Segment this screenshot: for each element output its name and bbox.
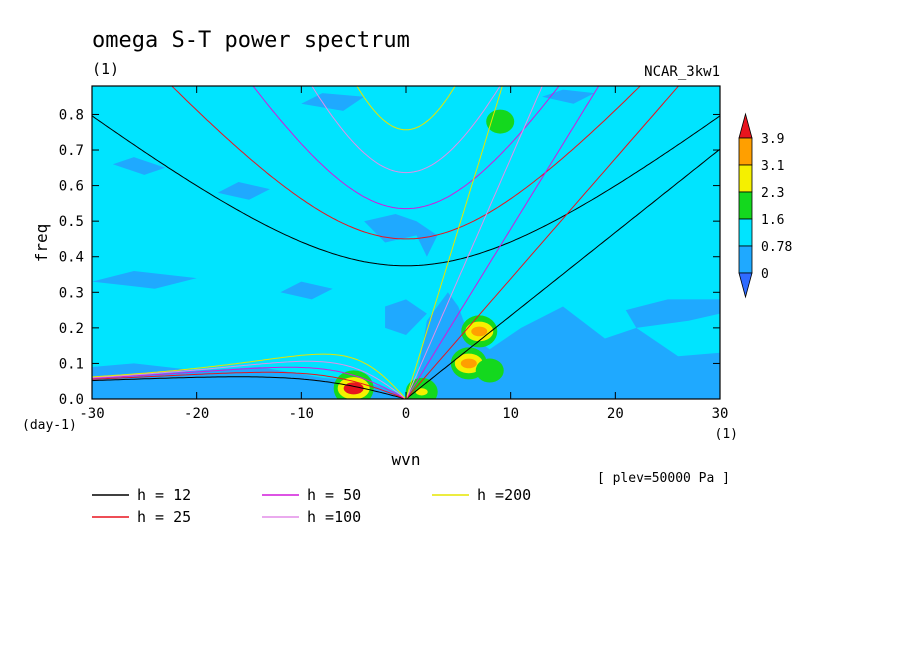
low-power-patch — [625, 299, 720, 328]
y-axis-label: freq — [32, 224, 51, 263]
colorbar: 0 0.78 1.6 2.3 3.1 3.9 — [738, 112, 792, 299]
low-power-patch — [364, 214, 438, 257]
peak-mark — [496, 119, 505, 124]
low-power-patch — [217, 182, 270, 200]
x-tick-label: -10 — [289, 406, 314, 422]
kelvin-wave-curve — [405, 86, 543, 399]
peak-mark — [343, 382, 364, 395]
chart-subtitle-left: (1) — [92, 60, 119, 78]
y-tick-label: 0.4 — [59, 250, 84, 266]
colorbar-segment — [738, 218, 753, 247]
x-tick-label: 20 — [607, 406, 624, 422]
x-tick-label: 10 — [502, 406, 519, 422]
low-power-patch — [280, 281, 333, 300]
gravity-wave-curve — [252, 86, 560, 210]
colorbar-label: 3.1 — [761, 159, 784, 174]
colorbar-segment — [738, 164, 753, 193]
legend-label: h =200 — [477, 486, 531, 504]
x-tick-label: 0 — [402, 406, 410, 422]
low-power-patch — [385, 299, 427, 335]
low-power-patch — [112, 157, 166, 175]
chart-title: omega S-T power spectrum — [92, 28, 410, 53]
colorbar-segment — [738, 191, 753, 220]
low-power-patch — [92, 271, 197, 289]
legend: h = 12 h = 25 h = 50 h =100 h =200 — [92, 486, 531, 526]
colorbar-label: 0 — [761, 267, 769, 282]
rossby-wave-curve — [92, 360, 407, 399]
y-tick-label: 0.2 — [59, 321, 84, 337]
y-tick-label: 0.0 — [59, 392, 84, 408]
legend-label: h = 50 — [307, 486, 361, 504]
colorbar-segment — [738, 137, 753, 166]
kelvin-wave-curve — [405, 86, 600, 399]
colorbar-label: 1.6 — [761, 213, 784, 228]
gravity-wave-curve — [356, 86, 456, 131]
colorbar-bottom-arrow — [738, 272, 753, 299]
peak-mark — [471, 326, 488, 337]
y-tick-label: 0.8 — [59, 107, 84, 123]
axes: -30 -20 -10 0 10 20 30 0.0 0.1 0.2 0.3 0.4 0.5 0.6 0.7… — [59, 86, 729, 422]
rossby-wave-curve — [92, 371, 407, 399]
kelvin-wave-curve — [405, 86, 680, 399]
colorbar-label: 0.78 — [761, 240, 792, 255]
x-axis-unit: (1) — [715, 427, 738, 442]
y-tick-label: 0.7 — [59, 143, 84, 159]
y-tick-label: 0.6 — [59, 179, 84, 195]
low-power-patch — [542, 89, 595, 104]
x-tick-label: -30 — [79, 406, 104, 422]
legend-label: h = 12 — [137, 486, 191, 504]
x-axis-label: wvn — [392, 450, 421, 469]
colorbar-label: 2.3 — [761, 186, 784, 201]
x-tick-label: -20 — [184, 406, 209, 422]
level-note: [ plev=50000 Pa ] — [597, 471, 730, 486]
plot-area — [92, 86, 720, 399]
rossby-wave-curve — [92, 353, 407, 399]
y-axis-unit: (day-1) — [22, 418, 77, 433]
chart-subtitle-right: NCAR_3kw1 — [644, 64, 720, 80]
colorbar-top-arrow — [738, 112, 753, 139]
legend-label: h =100 — [307, 508, 361, 526]
y-tick-label: 0.5 — [59, 214, 84, 230]
colorbar-segment — [738, 245, 753, 274]
gravity-wave-curve — [92, 115, 720, 267]
peak-mark — [485, 368, 494, 373]
gravity-wave-curve — [171, 86, 641, 240]
rossby-wave-curve — [92, 376, 407, 399]
kelvin-wave-curve — [405, 148, 720, 399]
peak-mark — [415, 388, 428, 396]
legend-label: h = 25 — [137, 508, 191, 526]
kelvin-wave-curve — [405, 86, 503, 399]
y-tick-label: 0.1 — [59, 356, 84, 372]
x-tick-label: 30 — [712, 406, 729, 422]
dispersion-curves — [92, 86, 720, 399]
colorbar-label: 3.9 — [761, 132, 784, 147]
y-tick-label: 0.3 — [59, 285, 84, 301]
low-power-patch — [301, 93, 365, 111]
rossby-wave-curve — [92, 366, 407, 399]
gravity-wave-curve — [311, 86, 501, 174]
peak-mark — [460, 358, 477, 369]
